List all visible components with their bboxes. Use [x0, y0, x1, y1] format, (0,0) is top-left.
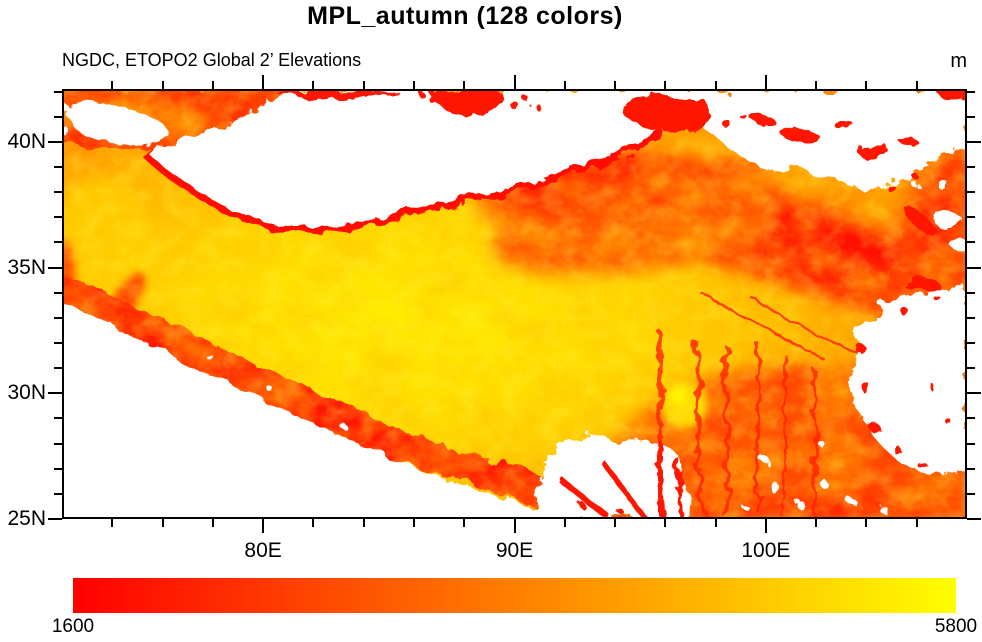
lon-minor-tick [614, 81, 617, 89]
lon-minor-tick [211, 81, 214, 89]
lat-major-tick [48, 392, 62, 395]
red-patches [274, 89, 967, 512]
lon-minor-tick [614, 519, 617, 527]
lon-minor-tick [463, 81, 466, 89]
lat-minor-tick [54, 467, 62, 470]
lon-minor-tick [312, 519, 315, 527]
lon-minor-tick [412, 81, 415, 89]
lon-major-tick [764, 519, 767, 533]
lat-major-tick [48, 518, 62, 520]
lat-major-tick [967, 266, 981, 269]
lat-minor-tick [967, 241, 975, 244]
lat-minor-tick [54, 165, 62, 168]
lon-tick-label: 90E [495, 539, 534, 562]
colorbar-max-label: 5800 [934, 616, 978, 637]
subtitle-left: NGDC, ETOPO2 Global 2’ Elevations [62, 50, 362, 70]
colorbar-gradient [73, 578, 956, 613]
units-label: m [950, 50, 967, 72]
lat-minor-tick [54, 367, 62, 370]
lon-minor-tick [362, 519, 365, 527]
lat-tick-label: 40N [7, 129, 46, 153]
colorbar-min-label: 1600 [51, 616, 95, 637]
lat-minor-tick [967, 341, 975, 344]
lon-minor-tick [915, 519, 918, 527]
lon-minor-tick [664, 81, 667, 89]
map-frame [62, 89, 967, 519]
lon-major-tick [513, 519, 516, 533]
lon-minor-tick [915, 81, 918, 89]
lat-tick-label: 35N [7, 255, 46, 279]
lat-minor-tick [54, 115, 62, 118]
lat-minor-tick [54, 216, 62, 219]
lon-minor-tick [161, 519, 164, 527]
lat-major-tick [48, 140, 62, 143]
lat-minor-tick [967, 467, 975, 470]
lon-minor-tick [362, 81, 365, 89]
lon-minor-tick [865, 519, 868, 527]
lat-minor-tick [54, 90, 62, 93]
lat-minor-tick [54, 241, 62, 244]
lat-minor-tick [967, 216, 975, 219]
lat-minor-tick [967, 115, 975, 118]
lat-minor-tick [967, 291, 975, 294]
red-valley-fingers [560, 440, 684, 519]
lat-minor-tick [54, 341, 62, 344]
lon-major-tick [262, 75, 265, 89]
lat-minor-tick [967, 492, 975, 495]
lat-minor-tick [967, 165, 975, 168]
lat-minor-tick [967, 442, 975, 445]
lon-minor-tick [815, 519, 818, 527]
lon-minor-tick [312, 81, 315, 89]
lon-tick-label: 100E [741, 539, 791, 562]
lon-major-tick [513, 75, 516, 89]
lat-major-tick [967, 518, 981, 520]
map-plot: 80E 90E 100E 40N 35N 30N 25N [7, 75, 981, 562]
page-title: MPL_autumn (128 colors) [307, 2, 623, 30]
lon-minor-tick [865, 81, 868, 89]
lon-major-tick [262, 519, 265, 533]
lon-minor-tick [563, 81, 566, 89]
lon-minor-tick [463, 519, 466, 527]
lat-minor-tick [967, 191, 975, 194]
elevation-map [62, 89, 967, 519]
lon-minor-tick [664, 519, 667, 527]
lat-minor-tick [54, 191, 62, 194]
lat-minor-tick [54, 291, 62, 294]
lon-minor-tick [111, 519, 114, 527]
lon-minor-tick [563, 519, 566, 527]
lat-minor-tick [967, 417, 975, 420]
lat-minor-tick [54, 417, 62, 420]
lat-minor-tick [54, 442, 62, 445]
lat-minor-tick [967, 90, 975, 93]
lat-minor-tick [967, 367, 975, 370]
lon-minor-tick [815, 81, 818, 89]
lon-minor-tick [412, 519, 415, 527]
lat-minor-tick [967, 316, 975, 319]
lon-minor-tick [714, 519, 717, 527]
lat-tick-label: 30N [7, 381, 46, 405]
lat-major-tick [967, 392, 981, 395]
lon-minor-tick [111, 81, 114, 89]
lon-major-tick [764, 75, 767, 89]
lat-major-tick [967, 140, 981, 143]
lat-minor-tick [54, 316, 62, 319]
lat-minor-tick [54, 492, 62, 495]
lon-minor-tick [211, 519, 214, 527]
lon-minor-tick [161, 81, 164, 89]
lat-tick-label: 25N [7, 507, 46, 530]
lon-tick-label: 80E [244, 539, 282, 562]
lat-major-tick [48, 266, 62, 269]
lon-minor-tick [714, 81, 717, 89]
